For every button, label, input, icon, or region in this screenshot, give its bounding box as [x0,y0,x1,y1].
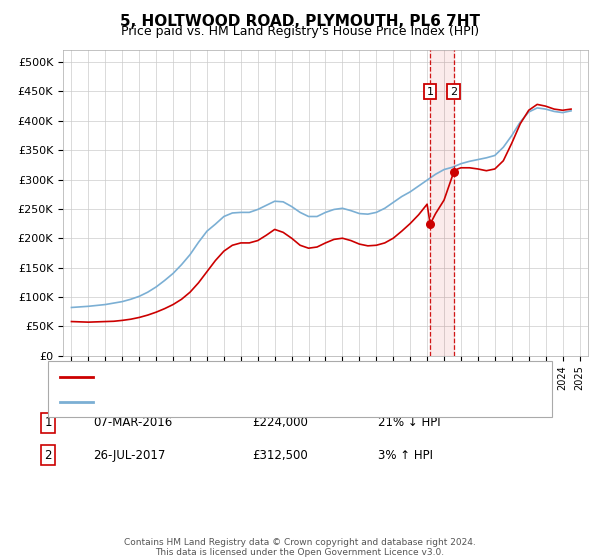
Text: 2: 2 [44,449,52,462]
Text: 3% ↑ HPI: 3% ↑ HPI [378,449,433,462]
Text: 07-MAR-2016: 07-MAR-2016 [93,416,172,430]
Text: HPI: Average price, detached house, City of Plymouth: HPI: Average price, detached house, City… [99,396,379,407]
Text: £312,500: £312,500 [252,449,308,462]
Text: 2: 2 [450,87,457,97]
Text: 5, HOLTWOOD ROAD, PLYMOUTH, PL6 7HT: 5, HOLTWOOD ROAD, PLYMOUTH, PL6 7HT [120,14,480,29]
Text: 21% ↓ HPI: 21% ↓ HPI [378,416,440,430]
Text: 1: 1 [427,87,434,97]
Text: Contains HM Land Registry data © Crown copyright and database right 2024.
This d: Contains HM Land Registry data © Crown c… [124,538,476,557]
Point [449,167,458,176]
Bar [430,50,454,356]
Text: 26-JUL-2017: 26-JUL-2017 [93,449,166,462]
Point [425,220,435,228]
Text: £224,000: £224,000 [252,416,308,430]
Text: 1: 1 [44,416,52,430]
Text: Price paid vs. HM Land Registry's House Price Index (HPI): Price paid vs. HM Land Registry's House … [121,25,479,38]
Text: 5, HOLTWOOD ROAD, PLYMOUTH, PL6 7HT (detached house): 5, HOLTWOOD ROAD, PLYMOUTH, PL6 7HT (det… [99,372,413,382]
